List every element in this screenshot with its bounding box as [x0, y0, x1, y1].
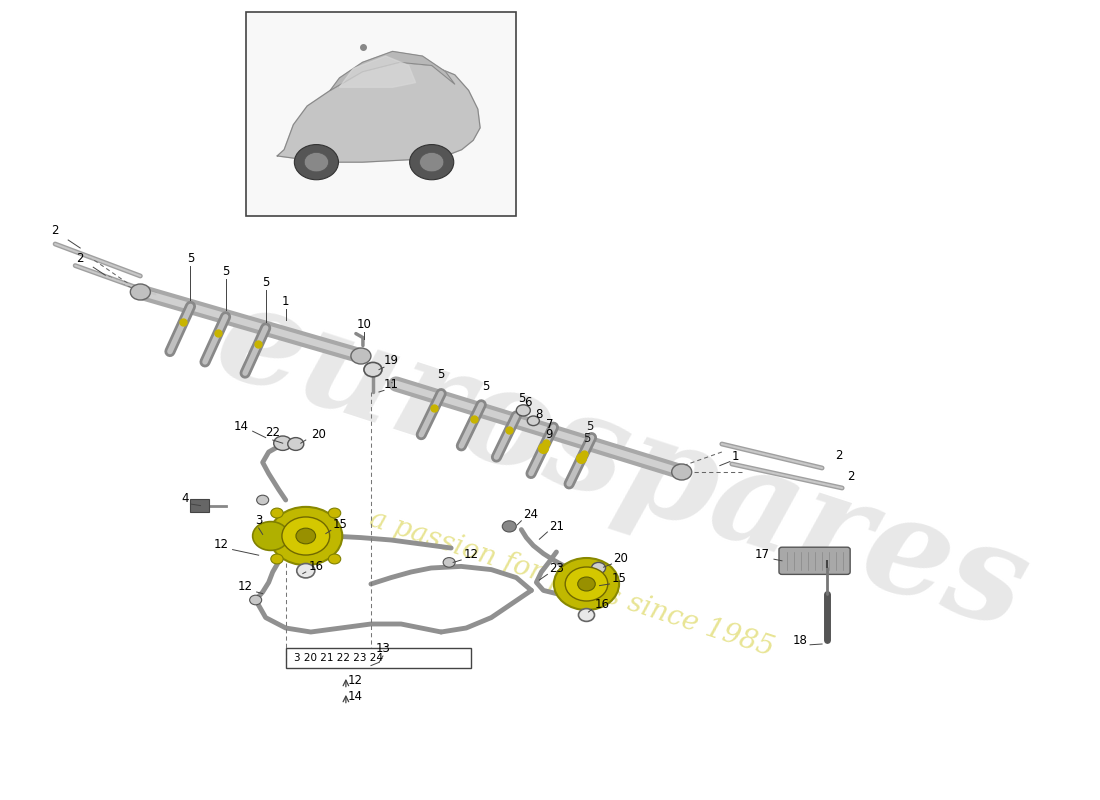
Circle shape: [592, 562, 605, 574]
Circle shape: [271, 508, 283, 518]
Circle shape: [282, 517, 330, 555]
Text: 5: 5: [222, 265, 229, 278]
Text: 11: 11: [384, 378, 399, 391]
Circle shape: [409, 145, 454, 180]
Text: a passion for parts since 1985: a passion for parts since 1985: [366, 506, 777, 662]
Circle shape: [295, 145, 339, 180]
Text: 3 20 21 22 23 24: 3 20 21 22 23 24: [294, 653, 383, 663]
Text: 12: 12: [238, 581, 253, 594]
Text: 2: 2: [52, 224, 59, 238]
Circle shape: [274, 436, 292, 450]
Circle shape: [130, 284, 151, 300]
Text: 5: 5: [586, 421, 593, 434]
Text: 6: 6: [525, 396, 532, 409]
Circle shape: [579, 609, 594, 622]
Circle shape: [527, 416, 539, 426]
Text: eurospares: eurospares: [200, 270, 1043, 658]
Text: 5: 5: [583, 431, 591, 445]
Text: 5: 5: [438, 367, 444, 381]
Text: 15: 15: [333, 518, 348, 531]
Circle shape: [305, 153, 329, 172]
Text: 22: 22: [265, 426, 280, 439]
Bar: [190, 499, 209, 512]
Circle shape: [503, 521, 516, 532]
Text: 1: 1: [282, 295, 289, 308]
Text: 15: 15: [612, 573, 626, 586]
Text: 17: 17: [755, 547, 770, 561]
Text: 1: 1: [732, 450, 739, 463]
Text: 20: 20: [614, 552, 628, 565]
Circle shape: [364, 362, 382, 377]
Text: 5: 5: [187, 253, 195, 266]
Text: 2: 2: [835, 450, 843, 462]
Circle shape: [329, 554, 341, 564]
Circle shape: [271, 554, 283, 564]
Text: 5: 5: [518, 392, 525, 405]
Text: 20: 20: [311, 429, 326, 442]
Text: 7: 7: [546, 418, 553, 431]
Text: 2: 2: [847, 470, 855, 483]
Circle shape: [329, 508, 341, 518]
Text: 9: 9: [546, 429, 553, 442]
Text: 12: 12: [348, 674, 363, 687]
Circle shape: [419, 153, 443, 172]
Text: 5: 5: [483, 380, 490, 394]
Text: 2: 2: [77, 251, 84, 265]
Text: 12: 12: [463, 547, 478, 561]
Text: 10: 10: [356, 318, 372, 331]
Bar: [286, 648, 471, 668]
Text: 16: 16: [309, 560, 323, 574]
Text: 14: 14: [233, 419, 249, 433]
Text: 13: 13: [375, 642, 390, 655]
Text: 5: 5: [262, 276, 270, 290]
Circle shape: [351, 348, 371, 364]
Circle shape: [250, 595, 262, 605]
Text: 8: 8: [536, 408, 543, 421]
Circle shape: [443, 558, 455, 567]
FancyBboxPatch shape: [779, 547, 850, 574]
Circle shape: [516, 405, 530, 416]
Polygon shape: [330, 51, 454, 90]
Text: 19: 19: [384, 354, 399, 367]
Text: 16: 16: [594, 598, 609, 611]
Text: 23: 23: [549, 562, 564, 575]
Text: 24: 24: [524, 509, 538, 522]
Text: 4: 4: [182, 492, 188, 506]
Circle shape: [578, 577, 595, 591]
Bar: [245, 12, 516, 216]
Polygon shape: [340, 56, 416, 87]
Text: 14: 14: [348, 690, 363, 703]
Circle shape: [672, 464, 692, 480]
Circle shape: [288, 438, 304, 450]
Circle shape: [253, 522, 288, 550]
Circle shape: [296, 528, 316, 544]
Circle shape: [297, 563, 315, 578]
Text: 21: 21: [549, 520, 564, 533]
Circle shape: [565, 567, 608, 601]
Text: 3: 3: [255, 514, 262, 527]
Polygon shape: [277, 62, 480, 162]
Text: 18: 18: [792, 634, 807, 647]
Text: 12: 12: [213, 538, 229, 551]
Circle shape: [554, 558, 619, 610]
Circle shape: [256, 495, 268, 505]
Circle shape: [270, 507, 342, 565]
